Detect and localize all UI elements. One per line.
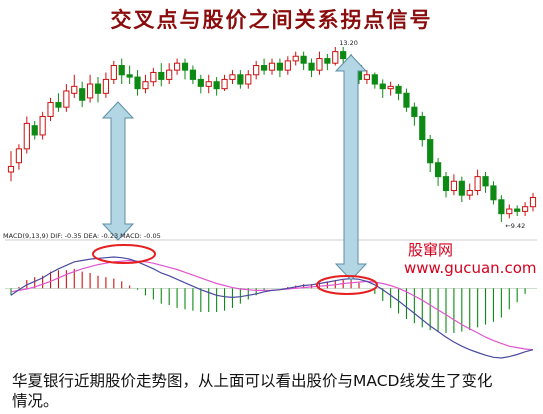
candle [379,79,386,98]
candle [197,74,204,94]
candle [506,204,513,219]
candle [521,202,529,216]
candle [86,74,94,103]
candle [332,47,339,66]
candle [229,70,236,85]
watermark-site-url: www.gucuan.com [404,259,537,277]
candle [79,81,86,108]
candle [458,176,465,203]
candle [253,60,260,80]
candle [71,74,78,98]
candle [221,74,228,91]
candle [102,72,110,98]
candle [63,84,70,112]
candle [316,51,323,75]
candle [110,60,117,85]
candle [403,88,410,112]
candle [395,84,402,101]
candle [474,169,481,196]
watermark-site-name: 股窜网 [408,241,454,259]
candle [213,77,220,96]
candle [371,72,378,89]
candle [94,77,102,103]
candle [450,174,458,196]
chart-title: 交叉点与股价之间关系拐点信号 [110,7,433,32]
candlestick-panel: 13.20 ←9.42 [7,39,537,230]
candle [276,58,284,78]
candle [15,144,23,170]
highlight-circle-right [316,275,378,295]
price-low-label: ←9.42 [505,222,525,230]
candle [118,58,125,85]
double-arrow-left [101,101,135,241]
candle [490,181,497,205]
candle [498,195,505,222]
price-high-label: 13.20 [339,39,358,47]
candle [292,51,299,66]
candle [142,74,149,94]
double-arrow-right [334,54,368,281]
candle [237,70,244,89]
candle [411,102,418,126]
candle [134,70,141,96]
candle [324,53,331,71]
candle [442,172,450,198]
candle [158,63,165,87]
candle [514,205,521,216]
candle [434,158,442,186]
annotations [92,54,378,295]
candle [340,47,347,64]
macd-legend-text: MACD(9,13,9) DIF: -0.35 DEA: -0.23 MACD:… [3,232,161,240]
candle [529,192,537,212]
candle [205,74,212,94]
candle [23,116,30,154]
macd-panel [5,239,537,359]
candle [300,51,307,71]
candle [260,58,268,75]
candle [284,56,291,75]
candle [47,97,54,122]
candle [268,58,276,75]
candle [181,58,189,80]
candle [166,63,173,85]
candle [363,70,371,85]
candle [31,121,38,140]
candle [466,183,473,200]
candle [173,58,181,75]
candle [55,93,62,112]
highlight-circle-left [92,244,156,264]
candle [39,111,46,140]
candle [150,67,157,87]
candle [419,111,426,147]
candle [126,65,133,85]
candle [308,58,315,78]
candle [427,134,434,172]
candle [7,151,15,182]
candle [482,172,489,193]
caption-text: 华夏银行近期股价走势图，从上面可以看出股价与MACD线发生了变化情况。 [12,372,493,410]
macd-histogram [10,268,526,333]
candle [189,65,197,85]
candle [245,70,252,89]
candle [387,81,394,96]
macd-legend-label: MACD(9,13,9) DIF: -0.35 DEA: -0.23 MACD:… [3,232,161,240]
